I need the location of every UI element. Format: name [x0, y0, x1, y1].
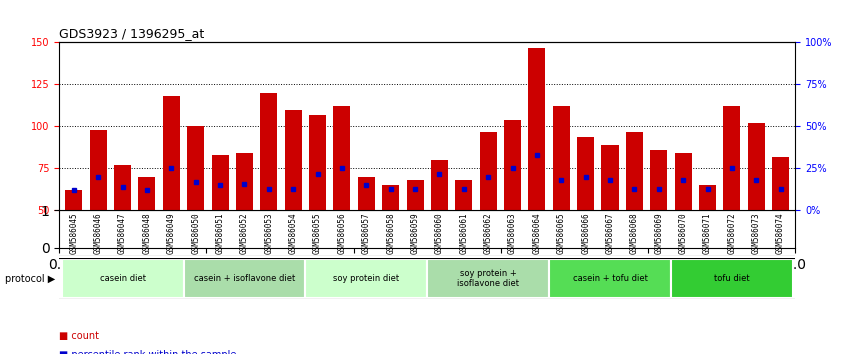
Text: GSM586067: GSM586067 — [606, 213, 614, 255]
Bar — [90, 130, 107, 211]
FancyBboxPatch shape — [427, 259, 549, 298]
Text: GSM586045: GSM586045 — [69, 213, 79, 255]
Text: GSM586071: GSM586071 — [703, 213, 712, 255]
Bar — [529, 47, 546, 211]
Bar — [504, 120, 521, 211]
FancyBboxPatch shape — [62, 259, 184, 298]
Bar — [431, 160, 448, 211]
Text: GSM586046: GSM586046 — [94, 213, 102, 255]
Bar — [382, 185, 399, 211]
Bar — [674, 153, 692, 211]
Text: GSM586063: GSM586063 — [508, 213, 517, 255]
Text: GSM586059: GSM586059 — [410, 213, 420, 255]
Text: GSM586056: GSM586056 — [338, 213, 346, 255]
Text: GSM586054: GSM586054 — [288, 213, 298, 255]
Bar — [187, 126, 204, 211]
Text: casein diet: casein diet — [100, 274, 146, 283]
Text: GSM586072: GSM586072 — [728, 213, 736, 255]
Text: GSM586050: GSM586050 — [191, 213, 201, 255]
FancyBboxPatch shape — [305, 259, 427, 298]
Text: GSM586053: GSM586053 — [264, 213, 273, 255]
Text: GSM586074: GSM586074 — [776, 213, 785, 255]
Bar — [309, 115, 326, 211]
Bar — [261, 93, 277, 211]
Text: protocol ▶: protocol ▶ — [5, 274, 55, 285]
Text: GSM586057: GSM586057 — [362, 213, 371, 255]
Text: GSM586073: GSM586073 — [752, 213, 761, 255]
Bar — [772, 157, 789, 211]
Text: GSM586052: GSM586052 — [240, 213, 249, 255]
Text: GSM586061: GSM586061 — [459, 213, 469, 255]
Bar — [65, 190, 82, 211]
Text: GSM586055: GSM586055 — [313, 213, 322, 255]
Text: tofu diet: tofu diet — [714, 274, 750, 283]
Bar — [480, 132, 497, 211]
Text: GDS3923 / 1396295_at: GDS3923 / 1396295_at — [59, 27, 205, 40]
Bar — [236, 153, 253, 211]
Bar — [723, 106, 740, 211]
Bar — [162, 96, 180, 211]
Text: ■ count: ■ count — [59, 331, 99, 341]
Text: GSM586049: GSM586049 — [167, 213, 176, 255]
Bar — [358, 177, 375, 211]
Bar — [455, 180, 472, 211]
Bar — [699, 185, 716, 211]
Text: GSM586068: GSM586068 — [630, 213, 639, 255]
Text: GSM586062: GSM586062 — [484, 213, 492, 255]
Text: GSM586066: GSM586066 — [581, 213, 591, 255]
Text: GSM586060: GSM586060 — [435, 213, 444, 255]
Text: ■ percentile rank within the sample: ■ percentile rank within the sample — [59, 350, 237, 354]
Text: GSM586064: GSM586064 — [532, 213, 541, 255]
Text: soy protein diet: soy protein diet — [333, 274, 399, 283]
Text: GSM586065: GSM586065 — [557, 213, 566, 255]
Text: casein + tofu diet: casein + tofu diet — [573, 274, 647, 283]
Bar — [552, 106, 570, 211]
FancyBboxPatch shape — [549, 259, 671, 298]
Text: GSM586051: GSM586051 — [216, 213, 224, 255]
Bar — [407, 180, 424, 211]
Bar — [748, 123, 765, 211]
Bar — [284, 110, 302, 211]
Text: GSM586048: GSM586048 — [142, 213, 151, 255]
Bar — [577, 137, 594, 211]
Bar — [139, 177, 156, 211]
Text: GSM586047: GSM586047 — [118, 213, 127, 255]
Bar — [212, 155, 228, 211]
FancyBboxPatch shape — [184, 259, 305, 298]
FancyBboxPatch shape — [671, 259, 793, 298]
Bar — [333, 106, 350, 211]
Bar — [651, 150, 667, 211]
Bar — [114, 165, 131, 211]
Text: GSM586058: GSM586058 — [386, 213, 395, 255]
Bar — [626, 132, 643, 211]
Text: casein + isoflavone diet: casein + isoflavone diet — [194, 274, 295, 283]
Text: GSM586070: GSM586070 — [678, 213, 688, 255]
Text: soy protein +
isoflavone diet: soy protein + isoflavone diet — [457, 269, 519, 288]
Bar — [602, 145, 618, 211]
Text: GSM586069: GSM586069 — [654, 213, 663, 255]
